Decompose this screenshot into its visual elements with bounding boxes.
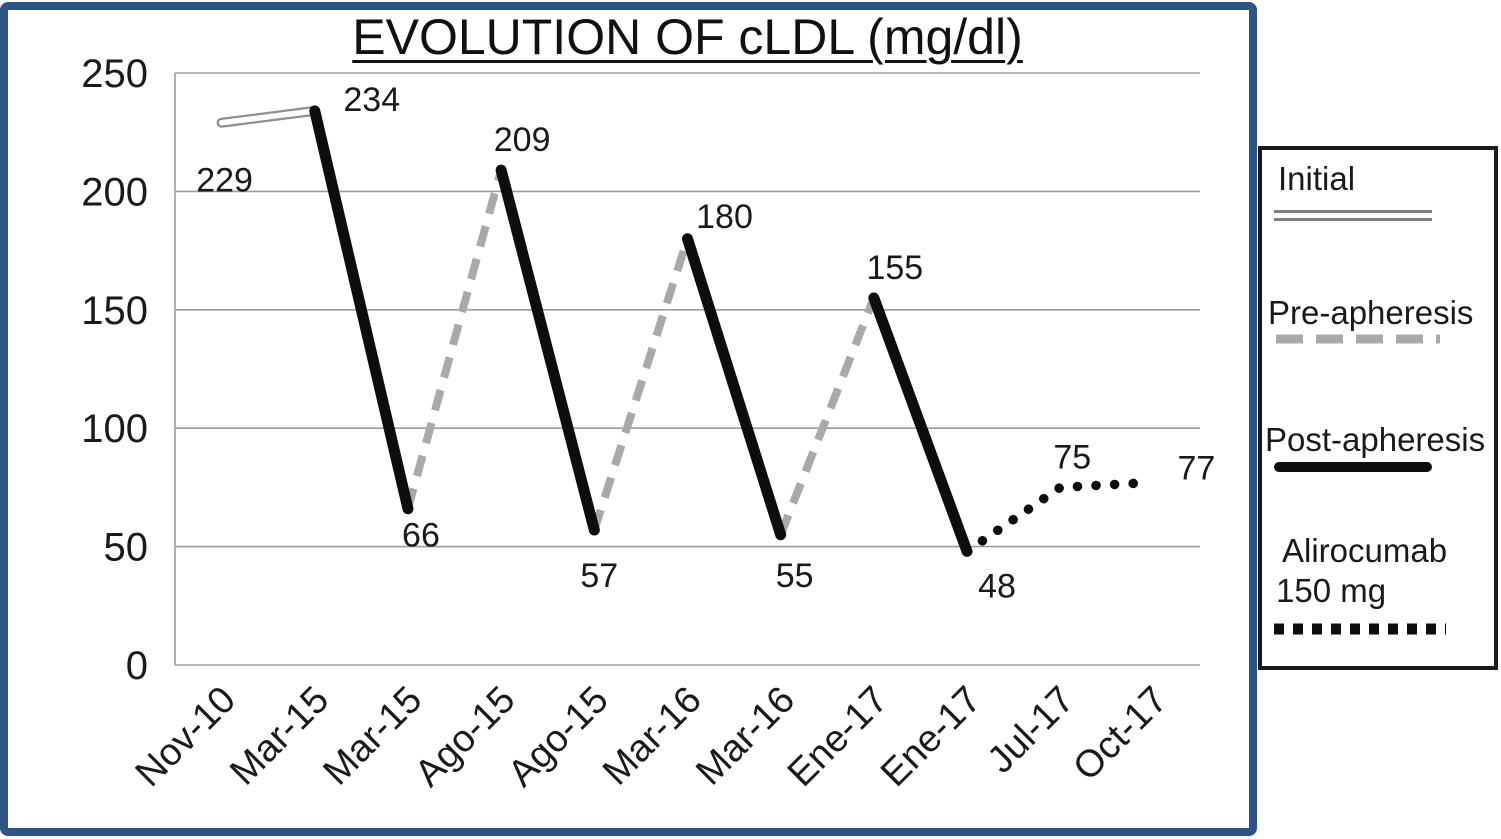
- x-axis-tick-label-7: Ene-17: [780, 679, 896, 795]
- x-axis-tick-label-5: Mar-16: [595, 679, 710, 794]
- x-axis-tick-label-3: Ago-15: [407, 679, 523, 795]
- y-axis-tick-label-100: 100: [81, 407, 148, 451]
- series-pre-apheresis-segment-2: [776, 296, 878, 537]
- series-initial-core: [218, 108, 318, 126]
- data-label-57: 57: [580, 557, 618, 595]
- x-axis-tick-label-2: Mar-15: [316, 679, 431, 794]
- legend-label-alirocumab-line1: Alirocumab: [1282, 532, 1448, 569]
- data-label-229: 229: [196, 162, 253, 200]
- data-label-77: 77: [1177, 450, 1215, 488]
- data-label-66: 66: [402, 517, 440, 555]
- y-axis-tick-label-200: 200: [81, 170, 148, 214]
- y-axis-tick-label-0: 0: [126, 644, 148, 688]
- x-axis-tick-label-8: Ene-17: [873, 679, 989, 795]
- legend-pre-apheresis-line-sample: [1276, 334, 1440, 344]
- data-label-234: 234: [343, 81, 400, 119]
- data-label-75: 75: [1053, 438, 1091, 476]
- x-axis-tick-label-4: Ago-15: [500, 679, 616, 795]
- legend-alirocumab-line-sample: [1274, 623, 1446, 635]
- y-axis-tick-label-250: 250: [81, 52, 148, 96]
- legend-label-initial: Initial: [1278, 160, 1356, 197]
- x-axis-tick-label-1: Mar-15: [222, 679, 337, 794]
- series-pre-apheresis-segment-0: [404, 169, 505, 510]
- x-axis-tick-label-10: Oct-17: [1065, 679, 1175, 789]
- legend-post-apheresis-line-sample: [1274, 462, 1432, 472]
- legend-label-pre-apheresis: Pre-apheresis: [1268, 294, 1474, 331]
- y-axis-tick-label-50: 50: [104, 526, 149, 570]
- data-label-180: 180: [696, 198, 753, 236]
- x-axis-tick-label-9: Jul-17: [980, 679, 1083, 782]
- data-label-155: 155: [866, 249, 923, 287]
- series-post-apheresis-segment-0: [309, 105, 414, 515]
- chart-title-text: EVOLUTION OF cLDL (mg/dl): [352, 9, 1023, 65]
- x-axis-tick-label-6: Mar-16: [688, 679, 803, 794]
- series-post-apheresis-segment-2: [682, 233, 787, 541]
- chart-frame-border: [0, 2, 1257, 836]
- x-axis-tick-label-0: Nov-10: [128, 679, 244, 795]
- chart-title: EVOLUTION OF cLDL (mg/dl): [175, 8, 1200, 66]
- legend-label-alirocumab-line2: 150 mg: [1276, 572, 1387, 609]
- data-label-209: 209: [494, 121, 551, 159]
- legend-label-post-apheresis: Post-apheresis: [1265, 421, 1486, 458]
- series-pre-apheresis-segment-1: [590, 237, 692, 532]
- series-post-apheresis-segment-1: [495, 164, 600, 536]
- series-post-apheresis-segment-3: [868, 292, 973, 557]
- legend-initial-line-sample: [1274, 210, 1432, 221]
- data-label-55: 55: [776, 557, 814, 595]
- series-alirocumab: [962, 477, 1153, 557]
- legend: Initial Pre-apheresis Post-apheresis Ali…: [1258, 146, 1498, 670]
- y-axis-tick-label-150: 150: [81, 289, 148, 333]
- data-label-48: 48: [978, 567, 1016, 605]
